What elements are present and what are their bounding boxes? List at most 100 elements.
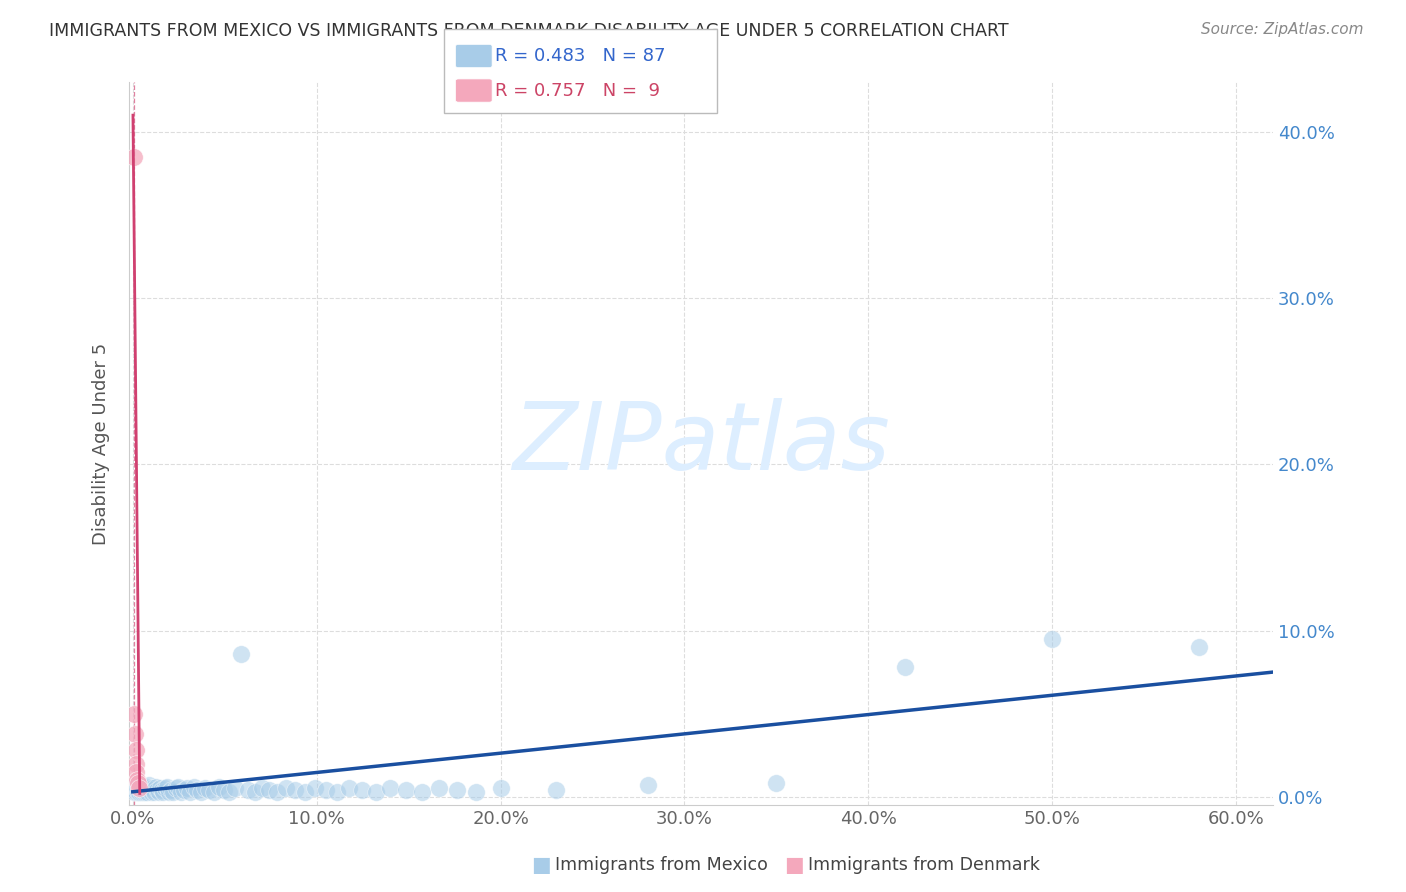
Point: [149, 781, 172, 796]
Point: [212, 783, 235, 797]
Point: [128, 781, 150, 796]
Point: [489, 781, 512, 796]
Point: [266, 785, 288, 799]
Point: [465, 785, 488, 799]
Text: ■: ■: [531, 855, 551, 875]
Point: [124, 781, 146, 796]
Point: [135, 780, 157, 794]
Text: R = 0.757   N =  9: R = 0.757 N = 9: [495, 81, 659, 100]
Point: [194, 781, 217, 796]
Point: [125, 785, 148, 799]
Point: [148, 785, 170, 799]
Point: [173, 783, 195, 797]
Point: [125, 783, 148, 797]
Point: [156, 780, 179, 794]
Text: IMMIGRANTS FROM MEXICO VS IMMIGRANTS FROM DENMARK DISABILITY AGE UNDER 5 CORRELA: IMMIGRANTS FROM MEXICO VS IMMIGRANTS FRO…: [49, 22, 1010, 40]
Point: [446, 783, 468, 797]
Point: [162, 785, 184, 799]
Point: [122, 150, 145, 164]
Point: [129, 778, 152, 792]
Point: [131, 780, 153, 794]
Point: [183, 780, 205, 794]
Text: R = 0.483   N = 87: R = 0.483 N = 87: [495, 47, 665, 65]
Point: [352, 783, 374, 797]
Point: [315, 783, 337, 797]
Point: [141, 781, 163, 796]
Point: [411, 785, 433, 799]
Point: [170, 785, 193, 799]
Y-axis label: Disability Age Under 5: Disability Age Under 5: [93, 343, 110, 545]
Point: [134, 783, 156, 797]
Point: [131, 783, 153, 797]
Point: [259, 783, 281, 797]
Point: [132, 781, 155, 796]
Point: [243, 785, 266, 799]
Point: [125, 778, 148, 792]
Point: [128, 781, 150, 796]
Point: [152, 785, 174, 799]
Text: ZIPatlas: ZIPatlas: [512, 398, 890, 489]
Point: [190, 785, 212, 799]
Point: [427, 781, 450, 796]
Point: [202, 785, 225, 799]
Point: [142, 783, 165, 797]
Point: [339, 781, 361, 796]
Point: [128, 783, 150, 797]
Point: [637, 778, 659, 792]
Point: [198, 783, 221, 797]
Point: [127, 785, 149, 799]
Point: [208, 780, 231, 794]
Point: [132, 785, 155, 799]
Point: [380, 781, 402, 796]
Point: [1040, 632, 1063, 646]
Text: Immigrants from Denmark: Immigrants from Denmark: [808, 856, 1040, 874]
Point: [122, 706, 145, 721]
Point: [765, 776, 787, 790]
Point: [294, 785, 316, 799]
Point: [186, 783, 208, 797]
Point: [124, 726, 146, 740]
Point: [153, 781, 176, 796]
Text: Source: ZipAtlas.com: Source: ZipAtlas.com: [1201, 22, 1364, 37]
Point: [127, 773, 149, 788]
Point: [129, 783, 152, 797]
Point: [134, 785, 156, 799]
Point: [1188, 640, 1211, 654]
Point: [276, 781, 298, 796]
Point: [124, 783, 146, 797]
Point: [139, 783, 162, 797]
Point: [250, 781, 273, 796]
Point: [138, 778, 160, 792]
Point: [145, 780, 167, 794]
Point: [218, 785, 240, 799]
Point: [125, 764, 148, 779]
Point: [231, 647, 253, 661]
Point: [160, 783, 183, 797]
Point: [136, 785, 159, 799]
Point: [224, 781, 246, 796]
Point: [176, 781, 198, 796]
Point: [127, 780, 149, 794]
Point: [326, 785, 349, 799]
Point: [165, 781, 187, 796]
Point: [141, 785, 163, 799]
Point: [129, 785, 152, 799]
Point: [179, 785, 201, 799]
Point: [364, 785, 387, 799]
Point: [138, 781, 160, 796]
Point: [128, 785, 150, 799]
Point: [127, 776, 149, 790]
Point: [124, 780, 146, 794]
Point: [143, 785, 166, 799]
Point: [394, 783, 416, 797]
Point: [127, 781, 149, 796]
Point: [544, 783, 567, 797]
Text: ■: ■: [785, 855, 804, 875]
Point: [124, 743, 146, 757]
Point: [125, 756, 148, 771]
Point: [135, 783, 157, 797]
Point: [894, 660, 917, 674]
Point: [150, 783, 173, 797]
Point: [236, 783, 259, 797]
Point: [284, 783, 307, 797]
